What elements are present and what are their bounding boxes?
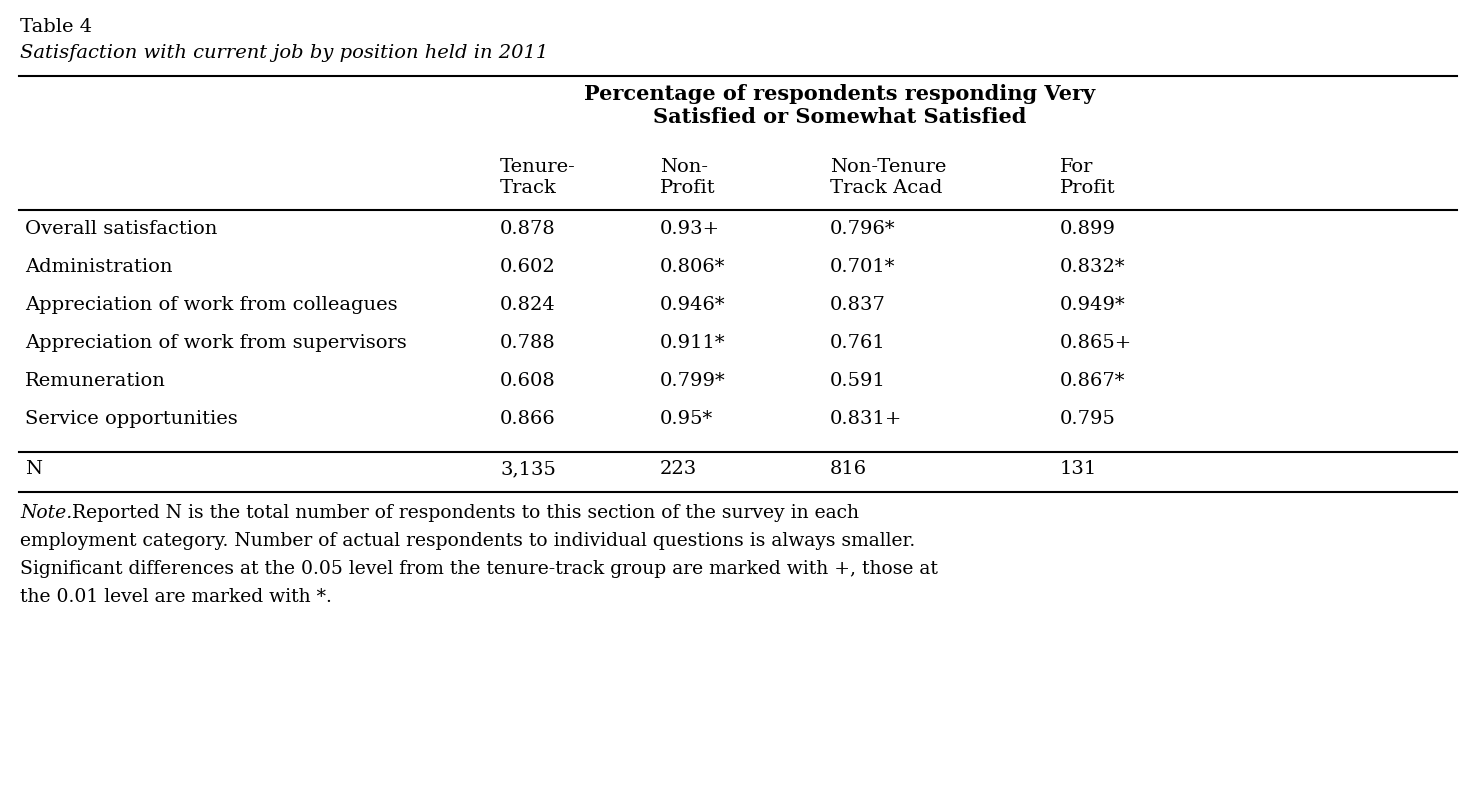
Text: Significant differences at the 0.05 level from the tenure-track group are marked: Significant differences at the 0.05 leve… bbox=[21, 560, 937, 578]
Text: Profit: Profit bbox=[660, 179, 716, 197]
Text: 0.761: 0.761 bbox=[830, 334, 886, 352]
Text: Appreciation of work from colleagues: Appreciation of work from colleagues bbox=[25, 296, 397, 314]
Text: Service opportunities: Service opportunities bbox=[25, 410, 238, 428]
Text: Remuneration: Remuneration bbox=[25, 372, 165, 390]
Text: 0.878: 0.878 bbox=[500, 220, 556, 238]
Text: 0.591: 0.591 bbox=[830, 372, 886, 390]
Text: 0.831+: 0.831+ bbox=[830, 410, 902, 428]
Text: Track Acad: Track Acad bbox=[830, 179, 942, 197]
Text: 223: 223 bbox=[660, 460, 697, 478]
Text: N: N bbox=[25, 460, 41, 478]
Text: 0.799*: 0.799* bbox=[660, 372, 726, 390]
Text: Percentage of respondents responding Very
Satisfied or Somewhat Satisfied: Percentage of respondents responding Ver… bbox=[584, 84, 1095, 127]
Text: 0.608: 0.608 bbox=[500, 372, 556, 390]
Text: 0.865+: 0.865+ bbox=[1060, 334, 1132, 352]
Text: Appreciation of work from supervisors: Appreciation of work from supervisors bbox=[25, 334, 407, 352]
Text: 3,135: 3,135 bbox=[500, 460, 556, 478]
Text: 0.93+: 0.93+ bbox=[660, 220, 720, 238]
Text: 0.795: 0.795 bbox=[1060, 410, 1116, 428]
Text: 0.899: 0.899 bbox=[1060, 220, 1116, 238]
Text: Profit: Profit bbox=[1060, 179, 1116, 197]
Text: 0.949*: 0.949* bbox=[1060, 296, 1126, 314]
Text: 0.806*: 0.806* bbox=[660, 258, 725, 276]
Text: 0.837: 0.837 bbox=[830, 296, 886, 314]
Text: Non-Tenure: Non-Tenure bbox=[830, 158, 946, 176]
Text: 0.796*: 0.796* bbox=[830, 220, 896, 238]
Text: Track: Track bbox=[500, 179, 556, 197]
Text: 0.602: 0.602 bbox=[500, 258, 556, 276]
Text: 0.788: 0.788 bbox=[500, 334, 556, 352]
Text: 816: 816 bbox=[830, 460, 866, 478]
Text: Administration: Administration bbox=[25, 258, 173, 276]
Text: the 0.01 level are marked with *.: the 0.01 level are marked with *. bbox=[21, 588, 332, 606]
Text: employment category. Number of actual respondents to individual questions is alw: employment category. Number of actual re… bbox=[21, 532, 915, 550]
Text: 0.946*: 0.946* bbox=[660, 296, 726, 314]
Text: Table 4: Table 4 bbox=[21, 18, 92, 36]
Text: 0.701*: 0.701* bbox=[830, 258, 896, 276]
Text: 131: 131 bbox=[1060, 460, 1097, 478]
Text: 0.867*: 0.867* bbox=[1060, 372, 1125, 390]
Text: 0.911*: 0.911* bbox=[660, 334, 726, 352]
Text: 0.866: 0.866 bbox=[500, 410, 556, 428]
Text: Reported N is the total number of respondents to this section of the survey in e: Reported N is the total number of respon… bbox=[66, 504, 859, 522]
Text: Tenure-: Tenure- bbox=[500, 158, 576, 176]
Text: 0.824: 0.824 bbox=[500, 296, 556, 314]
Text: Overall satisfaction: Overall satisfaction bbox=[25, 220, 217, 238]
Text: 0.832*: 0.832* bbox=[1060, 258, 1126, 276]
Text: Satisfaction with current job by position held in 2011: Satisfaction with current job by positio… bbox=[21, 44, 548, 62]
Text: Note.: Note. bbox=[21, 504, 72, 522]
Text: Non-: Non- bbox=[660, 158, 708, 176]
Text: For: For bbox=[1060, 158, 1094, 176]
Text: 0.95*: 0.95* bbox=[660, 410, 713, 428]
